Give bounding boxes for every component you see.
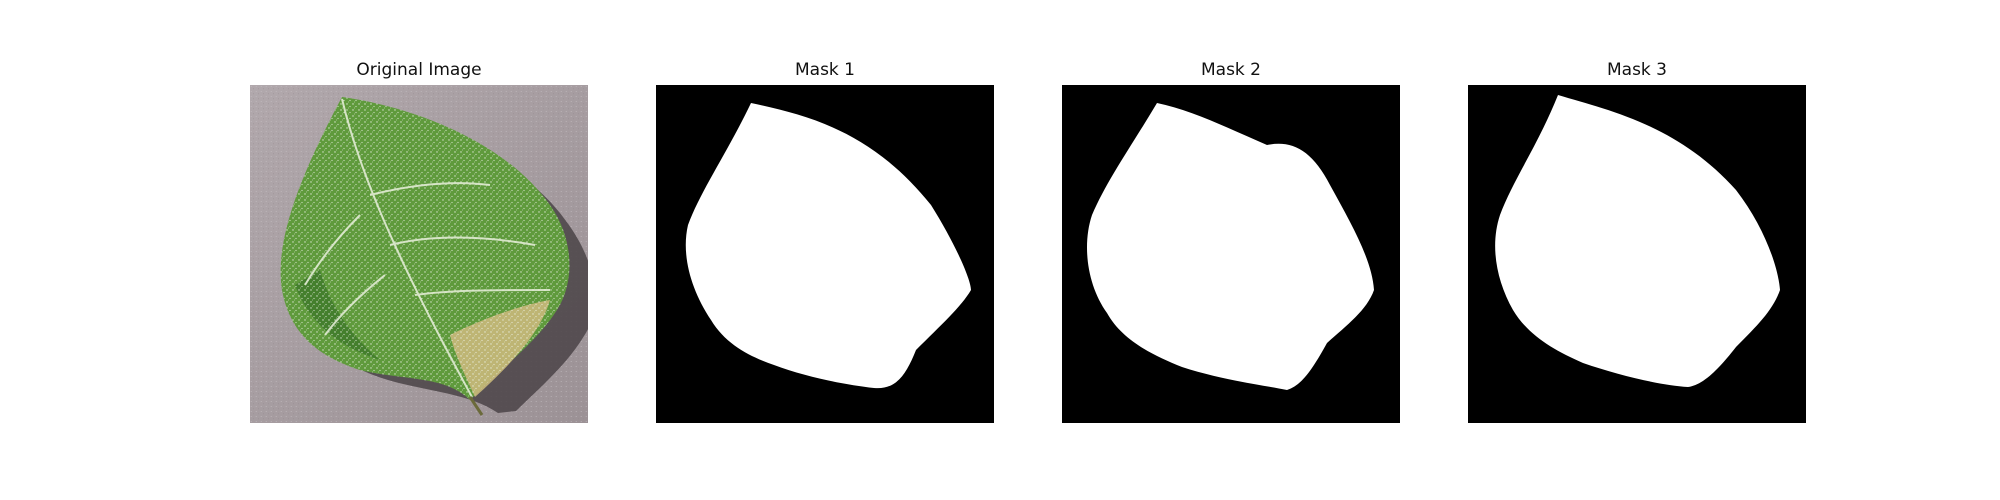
mask-1-image [656, 85, 994, 423]
mask-2-image [1062, 85, 1400, 423]
panel-original-image: Original Image [250, 55, 588, 85]
panel-mask-1: Mask 1 [656, 55, 994, 85]
panel-title: Mask 1 [656, 55, 994, 85]
panel-title: Mask 3 [1468, 55, 1806, 85]
panel-title: Original Image [250, 55, 588, 85]
mask-3-image [1468, 85, 1806, 423]
panel-mask-3: Mask 3 [1468, 55, 1806, 85]
original-leaf-photo [250, 85, 588, 423]
panel-title: Mask 2 [1062, 55, 1400, 85]
panel-mask-2: Mask 2 [1062, 55, 1400, 85]
